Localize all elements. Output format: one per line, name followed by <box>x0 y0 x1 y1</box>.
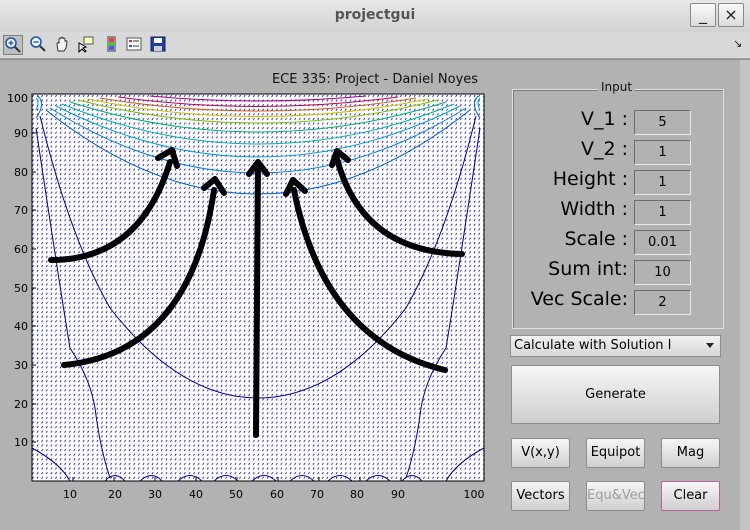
v2-field[interactable]: 1 <box>634 140 691 165</box>
y-tick-label: 40 <box>14 320 28 333</box>
vec-scale-label: Vec Scale: <box>530 288 628 310</box>
close-button[interactable]: × <box>718 3 744 27</box>
mag-button[interactable]: Mag <box>661 438 720 468</box>
scrollbar[interactable] <box>740 60 750 530</box>
width-label: Width : <box>560 198 628 220</box>
plot-axes[interactable]: 10 20 30 40 50 60 70 80 90 100 10 20 30 … <box>0 88 500 498</box>
v1-field[interactable]: 5 <box>634 110 691 135</box>
y-tick-label: 80 <box>14 166 28 179</box>
vectors-button[interactable]: Vectors <box>511 481 570 511</box>
x-tick-label: 50 <box>229 488 243 498</box>
figure-title: ECE 335: Project - Daniel Noyes <box>271 72 479 87</box>
v2-label: V_2 : <box>580 138 628 160</box>
colorbar-icon[interactable] <box>103 35 123 55</box>
x-tick-label: 90 <box>391 488 405 498</box>
y-tick-label: 10 <box>14 436 28 449</box>
toolbar-dock-arrow[interactable]: ↘ <box>733 37 743 50</box>
x-tick-label: 70 <box>310 488 324 498</box>
height-label: Height : <box>552 168 628 190</box>
equipot-button[interactable]: Equipot <box>586 438 645 468</box>
scale-label: Scale : <box>564 228 628 250</box>
data-cursor-icon[interactable] <box>77 35 97 55</box>
x-tick-label: 20 <box>108 488 122 498</box>
x-tick-label: 40 <box>189 488 203 498</box>
x-tick-label: 100 <box>464 488 485 498</box>
equ-vec-button[interactable]: Equ&Vec <box>586 481 645 511</box>
y-tick-label: 100 <box>7 92 28 105</box>
legend-icon[interactable] <box>125 35 145 55</box>
width-field[interactable]: 1 <box>634 200 691 225</box>
zoom-out-icon[interactable] <box>29 35 49 55</box>
x-tick-label: 10 <box>63 488 77 498</box>
figure-toolbar: ↘ <box>0 32 750 59</box>
sum-int-label: Sum int: <box>548 258 628 280</box>
save-figure-icon[interactable] <box>149 35 169 55</box>
x-tick-label: 60 <box>270 488 284 498</box>
chevron-down-icon <box>706 343 714 348</box>
solution-method-select[interactable]: Calculate with Solution I <box>510 335 721 357</box>
y-tick-label: 50 <box>14 282 28 295</box>
y-tick-label: 20 <box>14 398 28 411</box>
solution-method-value: Calculate with Solution I <box>514 338 672 353</box>
x-tick-label: 80 <box>350 488 364 498</box>
vec-scale-field[interactable]: 2 <box>634 290 691 315</box>
window-title: projectgui <box>334 7 416 23</box>
input-panel-title: Input <box>598 80 636 94</box>
minimize-button[interactable]: _ <box>690 3 716 27</box>
x-tick-label: 30 <box>148 488 162 498</box>
annotation-arrows <box>48 147 465 438</box>
y-axis: 10 20 30 40 50 60 70 80 90 100 <box>7 92 36 449</box>
vxy-button[interactable]: V(x,y) <box>511 438 570 468</box>
zoom-in-icon[interactable] <box>3 35 23 55</box>
clear-button[interactable]: Clear <box>661 481 720 511</box>
scale-field[interactable]: 0.01 <box>634 230 691 255</box>
title-bar[interactable]: projectgui _ × <box>0 0 750 33</box>
y-tick-label: 60 <box>14 243 28 256</box>
y-tick-label: 90 <box>14 127 28 140</box>
v1-label: V_1 : <box>580 108 628 130</box>
pan-hand-icon[interactable] <box>53 35 73 55</box>
y-tick-label: 30 <box>14 359 28 372</box>
y-tick-label: 70 <box>14 204 28 217</box>
sum-int-field[interactable]: 10 <box>634 260 691 285</box>
x-axis: 10 20 30 40 50 60 70 80 90 100 <box>63 477 485 498</box>
height-field[interactable]: 1 <box>634 170 691 195</box>
generate-button[interactable]: Generate <box>511 365 720 424</box>
